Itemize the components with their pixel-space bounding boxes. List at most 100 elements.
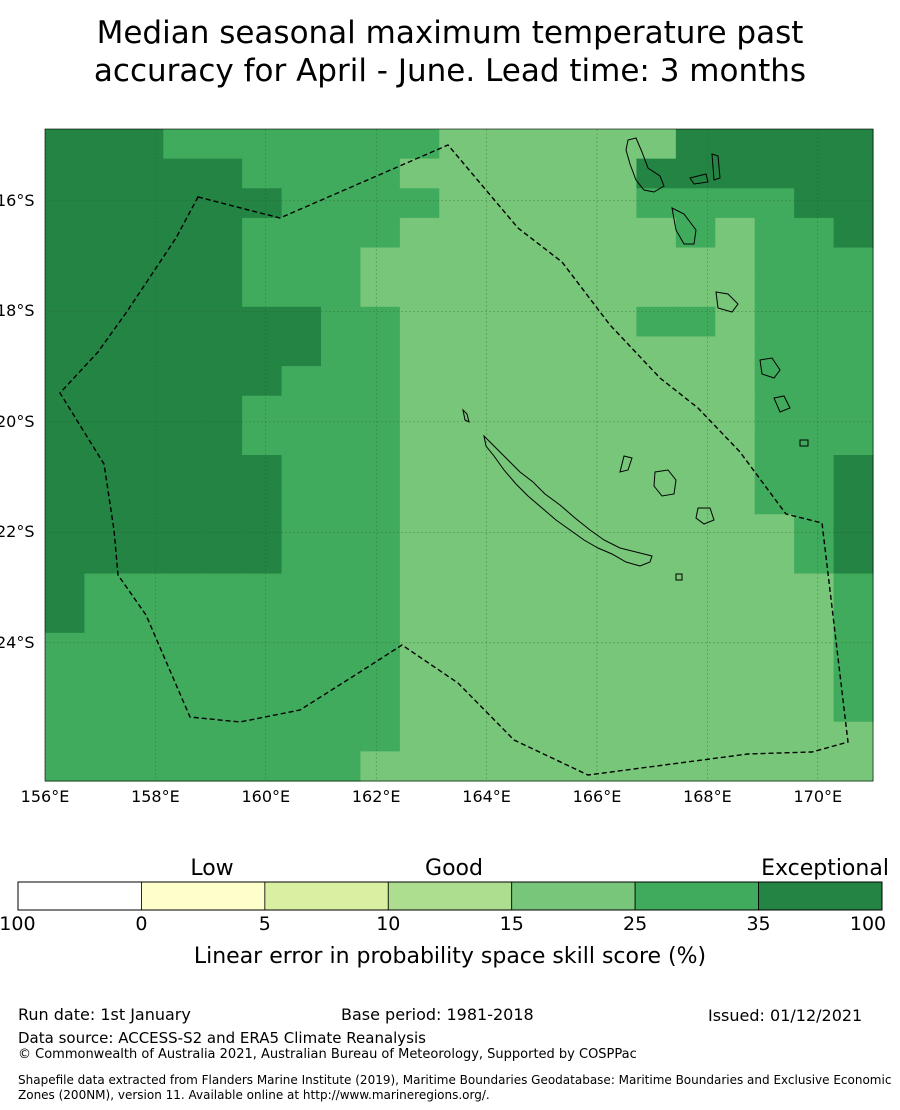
- grid-cell: [123, 129, 164, 160]
- grid-cell: [281, 425, 322, 456]
- grid-cell: [84, 692, 125, 723]
- issued-date: Issued: 01/12/2021: [708, 1006, 863, 1025]
- grid-cell: [518, 158, 559, 189]
- grid-cell: [557, 484, 598, 515]
- eez-boundary: [59, 144, 849, 776]
- shapefile-credit: Shapefile data extracted from Flanders M…: [18, 1073, 892, 1102]
- grid-cell: [399, 692, 440, 723]
- grid-cell: [518, 277, 559, 308]
- grid-cell: [439, 158, 480, 189]
- grid-cell: [360, 514, 401, 545]
- grid-cell: [45, 277, 86, 308]
- grid-cell: [557, 721, 598, 752]
- grid-cell: [636, 543, 677, 575]
- grid-cell: [597, 336, 638, 367]
- grid-cell: [242, 247, 283, 278]
- grid-cell: [163, 514, 204, 545]
- grid-cell: [794, 306, 835, 338]
- grid-cell: [242, 662, 283, 693]
- grid-cell: [45, 188, 86, 219]
- grid-cell: [321, 632, 362, 664]
- grid-cell: [439, 336, 480, 367]
- grid-cell: [518, 336, 559, 367]
- grid-cell: [242, 395, 283, 426]
- grid-cell: [84, 721, 125, 752]
- grid-cell: [84, 632, 125, 664]
- grid-cell: [321, 484, 362, 515]
- grid-cell: [794, 484, 835, 515]
- grid-cell: [518, 603, 559, 634]
- grid-cell: [439, 514, 480, 545]
- grid-cell: [163, 455, 204, 486]
- grid-cell: [123, 306, 164, 338]
- grid-cell: [399, 573, 440, 604]
- grid-cell: [833, 366, 874, 397]
- grid-cell: [478, 751, 519, 782]
- grid-cell: [242, 573, 283, 604]
- grid-cell: [715, 573, 756, 604]
- grid-cell: [321, 247, 362, 278]
- grid-cell: [321, 692, 362, 723]
- grid-cell: [399, 751, 440, 782]
- grid-cell: [754, 277, 795, 308]
- grid-cell: [360, 632, 401, 664]
- grid-cell: [794, 336, 835, 367]
- base-period: Base period: 1981-2018: [341, 1005, 534, 1024]
- grid-cell: [754, 366, 795, 397]
- grid-cell: [597, 158, 638, 189]
- grid-cell: [557, 514, 598, 545]
- latitude-label: 20°S: [0, 411, 35, 431]
- grid-cell: [597, 484, 638, 515]
- chesterfield-outline: [462, 408, 470, 423]
- grid-cell: [794, 455, 835, 486]
- grid-cell: [281, 247, 322, 278]
- grid-cell: [202, 425, 243, 456]
- grid-cell: [557, 603, 598, 634]
- longitude-label: 166°E: [572, 787, 622, 806]
- grid-cell: [794, 751, 835, 782]
- grid-cell: [360, 543, 401, 575]
- grid-cell: [163, 277, 204, 308]
- grid-cell: [675, 484, 716, 515]
- colorbar-tick-label: 5: [258, 913, 271, 935]
- grid-cell: [202, 484, 243, 515]
- vanuatu-erromango-outline: [759, 357, 781, 379]
- grid-cell: [321, 543, 362, 575]
- loyalty-ouvea-outline: [619, 455, 633, 473]
- grid-cell: [597, 425, 638, 456]
- grid-cell: [242, 632, 283, 664]
- grid-cell: [794, 721, 835, 752]
- grid-cell: [84, 603, 125, 634]
- grid-cell: [399, 366, 440, 397]
- grid-cell: [478, 543, 519, 575]
- grid-cell: [163, 543, 204, 575]
- grid-cell: [754, 514, 795, 545]
- grid-cell: [202, 217, 243, 249]
- grid-cell: [84, 247, 125, 278]
- grid-cell: [281, 277, 322, 308]
- grid-cell: [281, 573, 322, 604]
- colorbar-segment: [264, 881, 389, 911]
- grid-cell: [123, 514, 164, 545]
- grid-cell: [754, 692, 795, 723]
- grid-cell: [321, 336, 362, 367]
- grid-cell: [833, 306, 874, 338]
- grid-cell: [45, 366, 86, 397]
- isle-of-pines-outline: [675, 573, 683, 581]
- grid-cell: [321, 455, 362, 486]
- grid-cell: [557, 573, 598, 604]
- grid-cell: [675, 721, 716, 752]
- grid-cell: [833, 514, 874, 545]
- grid-cell: [45, 425, 86, 456]
- grid-cell: [45, 692, 86, 723]
- grid-cell: [123, 751, 164, 782]
- grid-cell: [84, 514, 125, 545]
- grid-cell: [715, 277, 756, 308]
- grid-cell: [597, 277, 638, 308]
- grid-cell: [518, 395, 559, 426]
- grid-cell: [321, 573, 362, 604]
- grid-cell: [478, 455, 519, 486]
- grid-cell: [360, 366, 401, 397]
- grid-cell: [123, 217, 164, 249]
- grid-cell: [123, 395, 164, 426]
